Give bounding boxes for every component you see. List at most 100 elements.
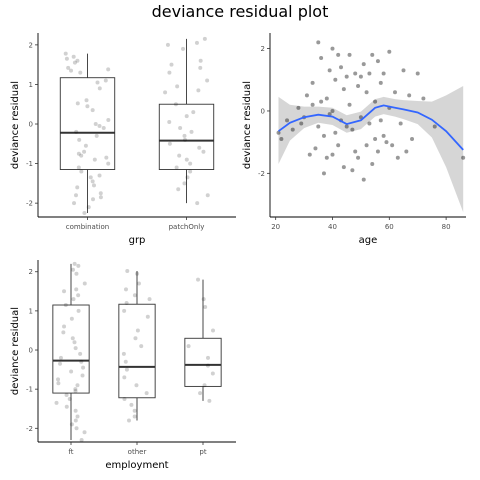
data-point	[196, 278, 200, 282]
data-point	[98, 86, 102, 90]
data-point	[379, 118, 383, 122]
data-point	[84, 144, 88, 148]
data-point	[185, 114, 189, 118]
y-tick-label: 0	[29, 121, 33, 129]
data-point	[87, 205, 91, 209]
data-point	[185, 158, 189, 162]
data-point	[73, 262, 77, 266]
data-point	[182, 134, 186, 138]
data-point	[62, 325, 66, 329]
y-tick-label: -2	[26, 425, 33, 433]
data-point	[91, 179, 95, 183]
data-point	[98, 173, 102, 177]
data-point	[181, 47, 185, 51]
data-point	[206, 193, 210, 197]
x-tick-label: combination	[66, 223, 109, 231]
data-point	[177, 154, 181, 158]
data-point	[188, 162, 192, 166]
x-axis-title: grp	[129, 235, 146, 246]
data-point	[122, 397, 126, 401]
data-point	[68, 397, 72, 401]
data-point	[65, 405, 69, 409]
data-point	[203, 383, 207, 387]
data-point	[330, 47, 334, 51]
page-title: deviance residual plot	[152, 2, 329, 21]
data-point	[410, 137, 414, 141]
data-point	[195, 201, 199, 205]
data-point	[65, 57, 69, 61]
data-point	[345, 75, 349, 79]
data-point	[78, 71, 82, 75]
data-point	[82, 211, 86, 215]
data-point	[195, 41, 199, 45]
data-point	[64, 52, 68, 56]
data-point	[61, 330, 65, 334]
data-point	[167, 120, 171, 124]
data-point	[83, 430, 87, 434]
data-point	[384, 140, 388, 144]
y-tick-label: 0	[29, 347, 33, 355]
data-point	[373, 100, 377, 104]
data-point	[74, 418, 78, 422]
data-point	[325, 156, 329, 160]
data-point	[75, 383, 79, 387]
data-point	[102, 126, 106, 130]
data-point	[125, 368, 129, 372]
data-point	[72, 55, 76, 59]
data-point	[72, 340, 76, 344]
data-point	[348, 53, 352, 57]
data-point	[313, 146, 317, 150]
data-point	[345, 125, 349, 129]
data-point	[78, 352, 82, 356]
data-point	[91, 108, 95, 112]
data-point	[79, 360, 83, 364]
x-tick-label: ft	[68, 448, 73, 456]
data-point	[390, 143, 394, 147]
x-tick-label: 80	[442, 223, 451, 231]
data-point	[206, 364, 210, 368]
data-point	[85, 98, 89, 102]
data-point	[76, 101, 80, 105]
data-point	[336, 143, 340, 147]
data-point	[80, 438, 84, 442]
data-point	[83, 281, 87, 285]
data-point	[104, 78, 108, 82]
data-point	[148, 297, 152, 301]
x-axis-title: employment	[105, 460, 168, 471]
data-point	[94, 122, 98, 126]
x-tick-label: other	[128, 448, 147, 456]
data-point	[201, 150, 205, 154]
data-point	[339, 65, 343, 69]
data-point	[74, 193, 78, 197]
data-point	[205, 78, 209, 82]
data-point	[203, 305, 207, 309]
data-point	[93, 158, 97, 162]
data-point	[188, 169, 192, 173]
data-point	[175, 84, 179, 88]
data-point	[206, 356, 210, 360]
data-point	[322, 134, 326, 138]
data-point	[277, 131, 281, 135]
data-point	[168, 142, 172, 146]
data-point	[407, 93, 411, 97]
data-point	[71, 336, 75, 340]
data-point	[76, 415, 80, 419]
data-point	[72, 201, 76, 205]
data-point	[75, 426, 79, 430]
confidence-band	[279, 86, 464, 212]
data-point	[134, 383, 138, 387]
data-point	[55, 401, 59, 405]
data-point	[296, 106, 300, 110]
box-ft	[53, 264, 89, 440]
data-point	[73, 61, 77, 65]
data-point	[64, 303, 68, 307]
y-tick-label: -2	[26, 200, 33, 208]
data-point	[175, 166, 179, 170]
x-tick-label: 60	[385, 223, 394, 231]
y-tick-label: -2	[258, 170, 265, 178]
data-point	[77, 138, 81, 142]
data-point	[74, 130, 78, 134]
data-point	[393, 90, 397, 94]
data-point	[330, 109, 334, 113]
data-point	[74, 389, 78, 393]
